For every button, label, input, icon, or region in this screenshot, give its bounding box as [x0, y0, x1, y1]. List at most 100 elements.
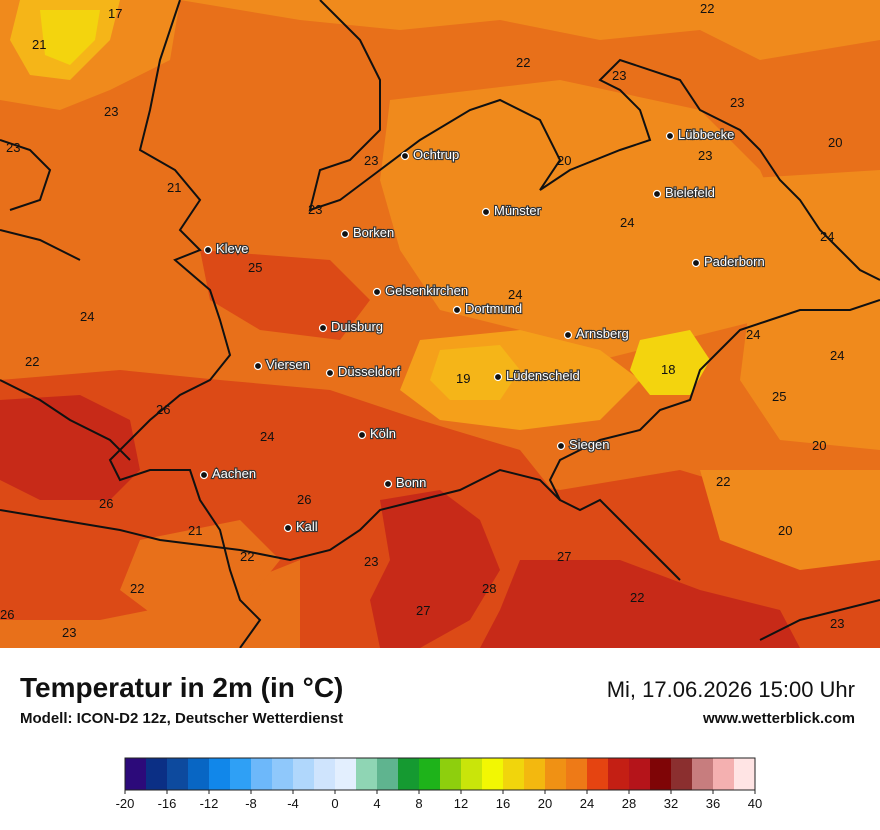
city-bielefeld[interactable]: Bielefeld: [652, 184, 716, 201]
value-label: 26: [297, 492, 311, 507]
forecast-datetime: Mi, 17.06.2026 15:00 Uhr: [606, 677, 855, 702]
city-label: Aachen: [212, 466, 256, 481]
legend-tick-label: -16: [158, 796, 177, 811]
city-label: Lübbecke: [678, 127, 734, 142]
border-niedersachsen: [308, 0, 880, 281]
legend-swatch: [650, 758, 672, 790]
zone-coolest-nw-core: [40, 10, 100, 65]
value-label: 24: [508, 287, 522, 302]
city-kleve[interactable]: Kleve: [203, 240, 250, 257]
value-label: 24: [820, 229, 834, 244]
city-label: Borken: [353, 225, 394, 240]
value-label: 28: [482, 581, 496, 596]
city-label: Kleve: [216, 241, 249, 256]
value-label: 23: [830, 616, 844, 631]
zone-light-north: [180, 0, 880, 60]
city-muenster[interactable]: Münster: [481, 202, 543, 219]
value-label: 19: [456, 371, 470, 386]
value-label: 21: [167, 180, 181, 195]
city-kall[interactable]: Kall: [283, 518, 319, 535]
legend-swatch: [608, 758, 630, 790]
borders: [0, 0, 880, 648]
value-label: 22: [240, 549, 254, 564]
city-ochtrup[interactable]: Ochtrup: [400, 146, 460, 163]
city-siegen[interactable]: Siegen: [556, 436, 611, 453]
value-label: 24: [830, 348, 844, 363]
zone-very-hot-southeast: [480, 560, 800, 648]
city-label: Düsseldorf: [338, 364, 401, 379]
value-label: 26: [0, 607, 14, 622]
legend-swatch: [629, 758, 651, 790]
city-koeln[interactable]: Köln: [357, 425, 397, 442]
zone-coolest-sauerland: [630, 330, 710, 395]
model-source: Modell: ICON-D2 12z, Deutscher Wetterdie…: [20, 710, 344, 727]
city-duesseldorf[interactable]: Düsseldorf: [325, 363, 402, 380]
value-label: 20: [557, 153, 571, 168]
value-label: 20: [812, 438, 826, 453]
map-title: Temperatur in 2m (in °C): [20, 672, 344, 703]
value-label: 25: [248, 260, 262, 275]
legend-tick-label: 0: [331, 796, 338, 811]
city-luebbecke[interactable]: Lübbecke: [665, 126, 735, 143]
legend-swatch: [566, 758, 588, 790]
map-footer: [0, 648, 880, 830]
legend-swatches: [125, 758, 756, 790]
value-label: 24: [260, 429, 274, 444]
city-bonn[interactable]: Bonn: [383, 474, 427, 491]
city-label: Kall: [296, 519, 318, 534]
value-label: 17: [108, 6, 122, 21]
value-label: 26: [99, 496, 113, 511]
legend-swatch: [125, 758, 147, 790]
city-borken[interactable]: Borken: [340, 224, 395, 241]
value-label: 23: [364, 153, 378, 168]
city-duisburg[interactable]: Duisburg: [318, 318, 384, 335]
legend-swatch: [188, 758, 210, 790]
legend-swatch: [503, 758, 525, 790]
value-label: 25: [772, 389, 786, 404]
legend-swatch: [461, 758, 483, 790]
legend-swatch: [230, 758, 252, 790]
city-label: Bonn: [396, 475, 426, 490]
city-viersen[interactable]: Viersen: [253, 356, 311, 373]
value-label: 23: [62, 625, 76, 640]
city-dortmund[interactable]: Dortmund: [452, 300, 523, 317]
value-label: 23: [730, 95, 744, 110]
city-label: Lüdenscheid: [506, 368, 580, 383]
legend-swatch: [293, 758, 315, 790]
legend-tick-label: -8: [245, 796, 257, 811]
legend-swatch: [440, 758, 462, 790]
value-label: 23: [104, 104, 118, 119]
value-label: 22: [130, 581, 144, 596]
city-paderborn[interactable]: Paderborn: [691, 253, 766, 270]
color-scale-legend: -20 -16 -12 -8 -4 0 4 8 12 16 20 24 28 32 36 40: [116, 757, 762, 811]
legend-tick-label: 36: [706, 796, 720, 811]
city-aachen[interactable]: Aachen: [199, 465, 257, 482]
legend-tick-label: 24: [580, 796, 594, 811]
zone-light-southwest: [120, 520, 280, 620]
value-label: 22: [630, 590, 644, 605]
zone-light-southeast: [700, 470, 880, 570]
city-arnsberg[interactable]: Arnsberg: [563, 325, 630, 342]
legend-swatch: [671, 758, 693, 790]
legend-swatch: [713, 758, 735, 790]
legend-swatch: [272, 758, 294, 790]
zone-hot-niederrhein: [200, 250, 370, 340]
city-label: Gelsenkirchen: [385, 283, 468, 298]
legend-tick-label: -4: [287, 796, 299, 811]
city-luedenscheid[interactable]: Lüdenscheid: [493, 367, 581, 384]
temperature-map: 17 22 21 22 23 23 23 23 20 23 20 21 23 2…: [0, 0, 880, 648]
value-label: 23: [612, 68, 626, 83]
legend-frame: [124, 757, 756, 791]
value-label: 21: [188, 523, 202, 538]
value-label: 24: [620, 215, 634, 230]
legend-ticks: -20 -16 -12 -8 -4 0 4 8 12 16 20 24 28 32 36 40: [116, 790, 762, 811]
border-rheinland-pfalz: [0, 468, 561, 562]
city-gelsenkirchen[interactable]: Gelsenkirchen: [372, 282, 469, 299]
border-netherlands-germany: [108, 0, 262, 648]
legend-swatch: [419, 758, 441, 790]
legend-tick-label: 20: [538, 796, 552, 811]
website-link[interactable]: www.wetterblick.com: [703, 710, 855, 727]
legend-swatch: [692, 758, 714, 790]
legend-swatch: [398, 758, 420, 790]
border-west-small: [0, 139, 52, 211]
